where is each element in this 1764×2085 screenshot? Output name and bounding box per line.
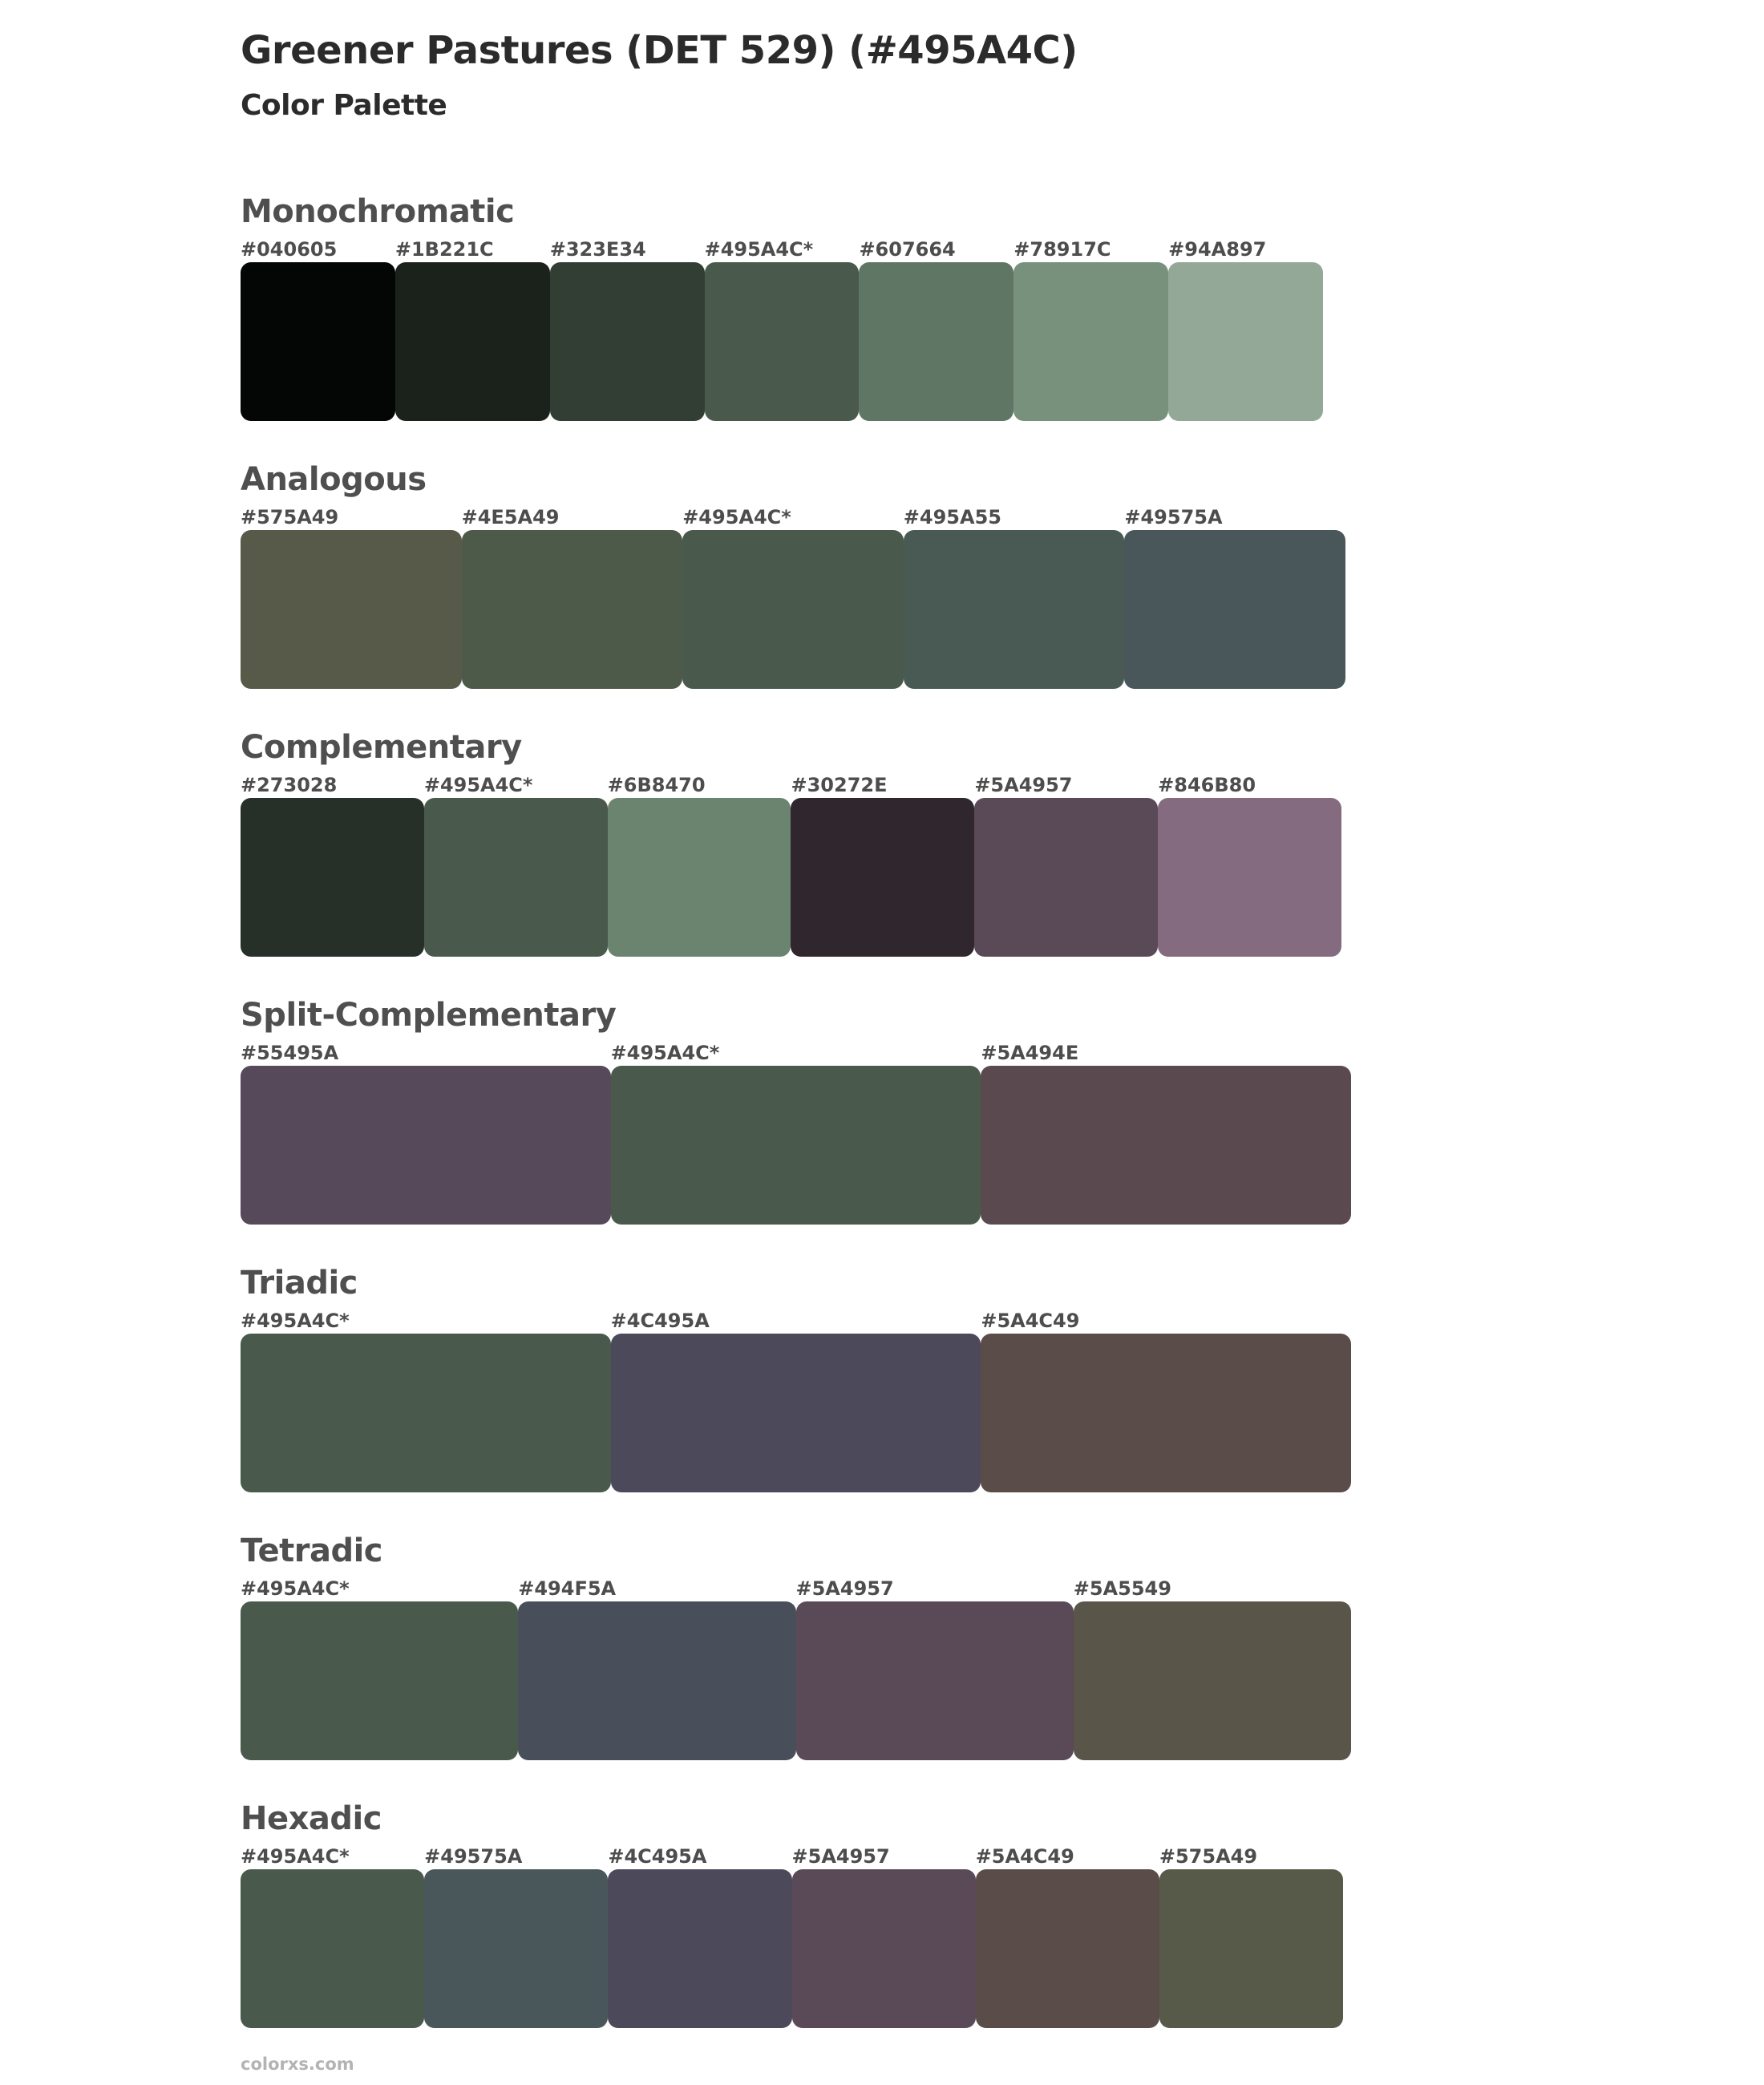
section-heading-hexadic: Hexadic	[241, 1800, 382, 1837]
section-triadic: Triadic #495A4C* #4C495A #5A4C49	[241, 1265, 1764, 1492]
label-row: #273028 #495A4C* #6B8470 #30272E #5A4957…	[241, 774, 1341, 796]
color-swatch[interactable]	[241, 1333, 611, 1492]
section-heading-complementary: Complementary	[241, 728, 522, 766]
section-heading-analogous: Analogous	[241, 460, 427, 498]
swatch-hex-label: #6B8470	[607, 773, 706, 796]
section-heading-triadic: Triadic	[241, 1264, 358, 1302]
color-swatch[interactable]	[424, 1868, 609, 2028]
swatch-hex-label: #495A55	[903, 505, 1001, 528]
swatch-row	[241, 529, 1345, 689]
swatch-hex-label: #495A4C*	[241, 1844, 350, 1868]
page-subtitle: Color Palette	[241, 89, 447, 123]
color-swatch[interactable]	[903, 529, 1125, 689]
color-swatch[interactable]	[607, 797, 791, 957]
swatch-hex-label: #495A4C*	[423, 773, 533, 796]
swatch-hex-label: #495A4C*	[241, 1309, 350, 1332]
label-row: #495A4C* #49575A #4C495A #5A4957 #5A4C49…	[241, 1845, 1343, 1868]
section-heading-tetradic: Tetradic	[241, 1532, 383, 1569]
color-swatch[interactable]	[704, 261, 860, 421]
swatch-hex-label: #1B221C	[394, 237, 494, 261]
swatch-hex-label: #5A4957	[974, 773, 1073, 796]
section-monochromatic: Monochromatic #040605 #1B221C #323E34 #4…	[241, 193, 1764, 421]
swatch-hex-label: #78917C	[1013, 237, 1111, 261]
section-tetradic: Tetradic #495A4C* #494F5A #5A4957 #5A554…	[241, 1532, 1764, 1760]
swatch-hex-label: #040605	[241, 237, 338, 261]
swatch-hex-label: #5A4957	[791, 1844, 890, 1868]
color-swatch[interactable]	[791, 1868, 976, 2028]
color-swatch[interactable]	[394, 261, 550, 421]
color-swatch[interactable]	[1073, 1601, 1351, 1760]
swatch-hex-label: #495A4C*	[704, 237, 814, 261]
swatch-hex-label: #273028	[241, 773, 338, 796]
swatch-row	[241, 797, 1341, 957]
swatch-row	[241, 1333, 1352, 1492]
label-row: #55495A #495A4C* #5A494E	[241, 1042, 1351, 1064]
color-swatch[interactable]	[241, 1065, 611, 1225]
swatch-hex-label: #5A4957	[795, 1577, 894, 1600]
color-swatch[interactable]	[241, 529, 462, 689]
section-hexadic: Hexadic #495A4C* #49575A #4C495A #5A4957…	[241, 1800, 1764, 2028]
swatch-row	[241, 1601, 1351, 1760]
color-swatch[interactable]	[610, 1065, 981, 1225]
color-swatch[interactable]	[1124, 529, 1345, 689]
color-swatch[interactable]	[981, 1333, 1352, 1492]
swatch-hex-label: #49575A	[424, 1844, 523, 1868]
section-complementary: Complementary #273028 #495A4C* #6B8470 #…	[241, 729, 1764, 957]
swatch-hex-label: #323E34	[549, 237, 646, 261]
color-swatch[interactable]	[610, 1333, 981, 1492]
label-row: #495A4C* #494F5A #5A4957 #5A5549	[241, 1577, 1351, 1600]
swatch-hex-label: #575A49	[1159, 1844, 1258, 1868]
color-swatch[interactable]	[518, 1601, 796, 1760]
label-row: #495A4C* #4C495A #5A4C49	[241, 1310, 1351, 1332]
swatch-hex-label: #495A4C*	[682, 505, 791, 528]
color-swatch[interactable]	[791, 797, 975, 957]
swatch-hex-label: #4E5A49	[461, 505, 560, 528]
color-swatch[interactable]	[974, 797, 1159, 957]
section-analogous: Analogous #575A49 #4E5A49 #495A4C* #495A…	[241, 461, 1764, 689]
color-swatch[interactable]	[1013, 261, 1169, 421]
color-swatch[interactable]	[1158, 797, 1341, 957]
section-heading-split-complementary: Split-Complementary	[241, 996, 617, 1034]
swatch-hex-label: #4C495A	[608, 1844, 707, 1868]
swatch-hex-label: #49575A	[1124, 505, 1223, 528]
color-swatch[interactable]	[241, 1868, 425, 2028]
color-swatch[interactable]	[1168, 261, 1324, 421]
swatch-hex-label: #846B80	[1158, 773, 1256, 796]
swatch-hex-label: #495A4C*	[241, 1577, 350, 1600]
swatch-hex-label: #575A49	[241, 505, 339, 528]
swatch-hex-label: #5A494E	[981, 1041, 1079, 1064]
color-swatch[interactable]	[549, 261, 705, 421]
color-swatch[interactable]	[975, 1868, 1159, 2028]
swatch-hex-label: #494F5A	[518, 1577, 617, 1600]
color-swatch[interactable]	[461, 529, 683, 689]
swatch-row	[241, 1065, 1352, 1225]
swatch-hex-label: #94A897	[1168, 237, 1267, 261]
color-swatch[interactable]	[608, 1868, 792, 2028]
color-swatch[interactable]	[423, 797, 608, 957]
color-swatch[interactable]	[795, 1601, 1074, 1760]
swatch-hex-label: #4C495A	[610, 1309, 710, 1332]
color-swatch[interactable]	[241, 261, 395, 421]
color-swatch[interactable]	[241, 1601, 519, 1760]
swatch-hex-label: #5A5549	[1073, 1577, 1171, 1600]
swatch-row	[241, 261, 1324, 421]
label-row: #575A49 #4E5A49 #495A4C* #495A55 #49575A	[241, 506, 1345, 528]
color-swatch[interactable]	[682, 529, 904, 689]
swatch-hex-label: #5A4C49	[975, 1844, 1074, 1868]
color-swatch[interactable]	[859, 261, 1014, 421]
label-row: #040605 #1B221C #323E34 #495A4C* #607664…	[241, 238, 1323, 261]
page-title: Greener Pastures (DET 529) (#495A4C)	[241, 28, 1078, 73]
swatch-hex-label: #607664	[859, 237, 956, 261]
section-split-complementary: Split-Complementary #55495A #495A4C* #5A…	[241, 997, 1764, 1225]
swatch-hex-label: #55495A	[241, 1041, 339, 1064]
swatch-hex-label: #30272E	[791, 773, 888, 796]
section-heading-monochromatic: Monochromatic	[241, 192, 515, 230]
swatch-hex-label: #495A4C*	[610, 1041, 720, 1064]
footer-site-link[interactable]: colorxs.com	[241, 2055, 354, 2074]
color-swatch[interactable]	[981, 1065, 1352, 1225]
color-swatch[interactable]	[241, 797, 424, 957]
color-swatch[interactable]	[1159, 1868, 1344, 2028]
swatch-row	[241, 1868, 1344, 2028]
swatch-hex-label: #5A4C49	[981, 1309, 1080, 1332]
